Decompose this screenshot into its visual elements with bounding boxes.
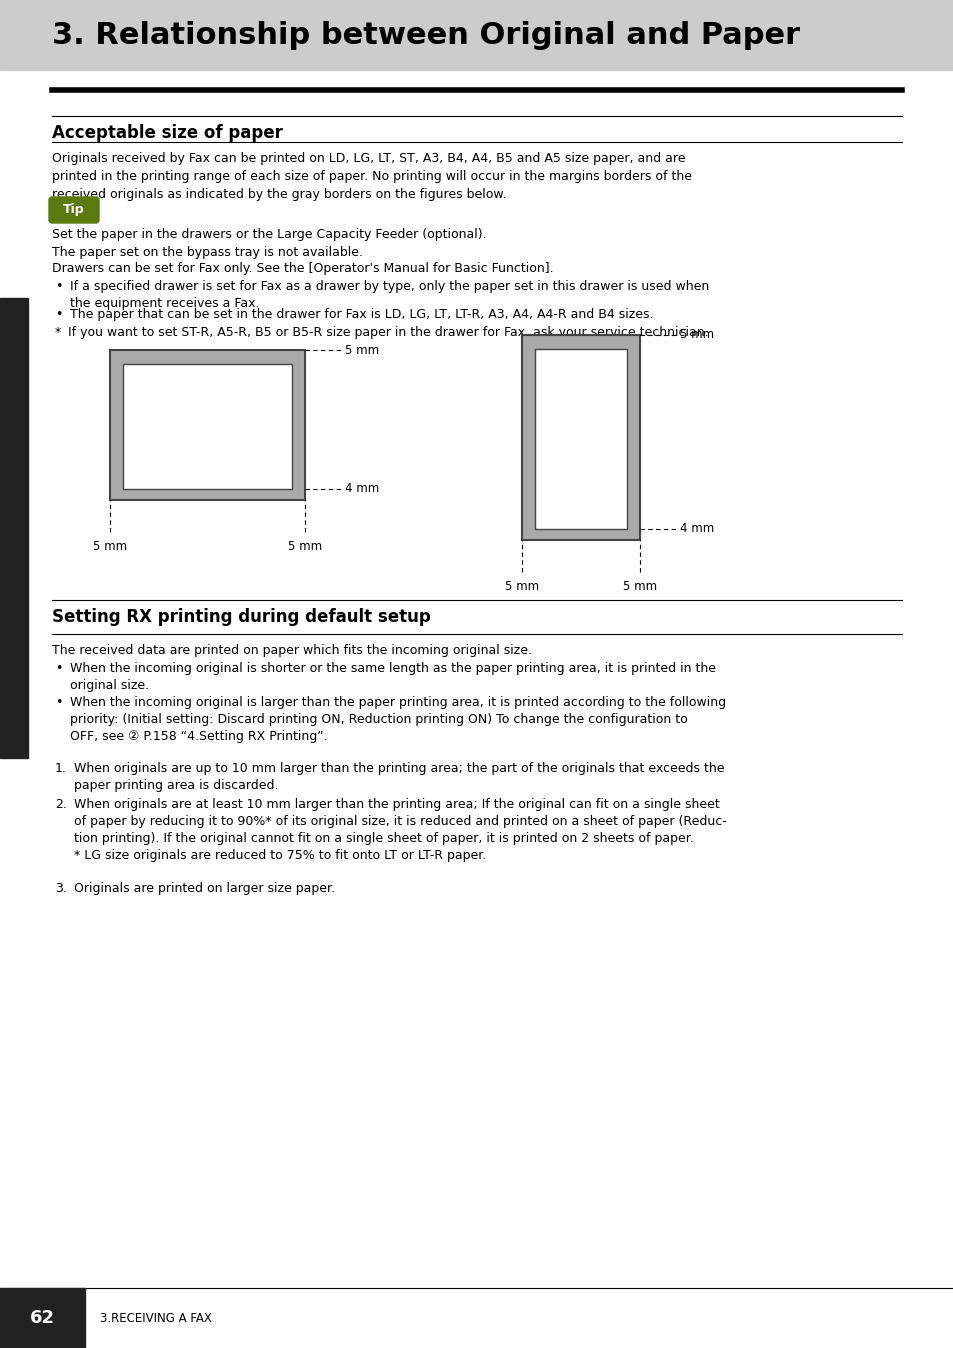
Text: 62: 62 <box>30 1309 54 1326</box>
Text: When the incoming original is larger than the paper printing area, it is printed: When the incoming original is larger tha… <box>70 696 725 743</box>
Bar <box>535 349 626 528</box>
Text: 5 mm: 5 mm <box>288 541 322 553</box>
Text: 3.RECEIVING A FAX: 3.RECEIVING A FAX <box>100 1312 212 1325</box>
Text: 3. Relationship between Original and Paper: 3. Relationship between Original and Pap… <box>52 20 800 50</box>
Text: Originals are printed on larger size paper.: Originals are printed on larger size pap… <box>74 882 335 895</box>
Text: Drawers can be set for Fax only. See the [Operator's Manual for Basic Function].: Drawers can be set for Fax only. See the… <box>52 262 553 275</box>
Bar <box>0 0 953 70</box>
Text: Set the paper in the drawers or the Large Capacity Feeder (optional).
The paper : Set the paper in the drawers or the Larg… <box>52 228 486 259</box>
Text: 2.: 2. <box>55 798 67 811</box>
Text: 3.: 3. <box>55 882 67 895</box>
Text: Originals received by Fax can be printed on LD, LG, LT, ST, A3, B4, A4, B5 and A: Originals received by Fax can be printed… <box>52 152 691 201</box>
Text: When originals are up to 10 mm larger than the printing area; the part of the or: When originals are up to 10 mm larger th… <box>74 762 723 793</box>
Text: If you want to set ST-R, A5-R, B5 or B5-R size paper in the drawer for Fax, ask : If you want to set ST-R, A5-R, B5 or B5-… <box>68 326 708 338</box>
Text: When originals are at least 10 mm larger than the printing area; If the original: When originals are at least 10 mm larger… <box>74 798 726 861</box>
Text: 5 mm: 5 mm <box>345 344 378 356</box>
Text: If a specified drawer is set for Fax as a drawer by type, only the paper set in : If a specified drawer is set for Fax as … <box>70 280 708 310</box>
Text: When the incoming original is shorter or the same length as the paper printing a: When the incoming original is shorter or… <box>70 662 716 692</box>
Text: Tip: Tip <box>63 204 85 217</box>
Text: •: • <box>55 307 62 321</box>
Text: Acceptable size of paper: Acceptable size of paper <box>52 124 283 142</box>
Bar <box>521 336 639 541</box>
FancyBboxPatch shape <box>49 197 99 222</box>
Bar <box>0 298 28 758</box>
Text: The paper that can be set in the drawer for Fax is LD, LG, LT, LT-R, A3, A4, A4-: The paper that can be set in the drawer … <box>70 307 653 321</box>
Bar <box>0 1287 85 1348</box>
Text: 4 mm: 4 mm <box>679 523 714 535</box>
Text: •: • <box>55 696 62 709</box>
Bar <box>123 364 292 489</box>
Text: 5 mm: 5 mm <box>679 329 714 341</box>
Text: The received data are printed on paper which fits the incoming original size.: The received data are printed on paper w… <box>52 644 532 656</box>
Text: 1.: 1. <box>55 762 67 775</box>
Text: •: • <box>55 662 62 675</box>
Text: 5 mm: 5 mm <box>92 541 127 553</box>
Text: 5 mm: 5 mm <box>622 580 657 593</box>
Text: •: • <box>55 280 62 293</box>
Text: *: * <box>55 326 61 338</box>
Text: Setting RX printing during default setup: Setting RX printing during default setup <box>52 608 431 625</box>
Bar <box>110 350 305 500</box>
Text: 5 mm: 5 mm <box>504 580 538 593</box>
Text: 3: 3 <box>8 514 21 532</box>
Text: 4 mm: 4 mm <box>345 483 379 496</box>
